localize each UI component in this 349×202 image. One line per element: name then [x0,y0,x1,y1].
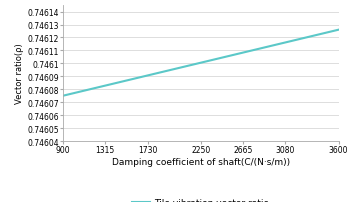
Legend: Tile vibration vector ratio: Tile vibration vector ratio [132,198,269,202]
Tile vibration vector ratio [230,55,234,57]
X-axis label: Damping coefficient of shaft(C/(N·s/m)): Damping coefficient of shaft(C/(N·s/m)) [112,157,290,166]
Line: Tile vibration vector ratio: Tile vibration vector ratio [63,31,339,96]
Tile vibration vector ratio [293,40,297,42]
Tile vibration vector ratio [61,95,65,98]
Tile vibration vector ratio [336,29,341,32]
Tile vibration vector ratio [62,95,66,97]
Tile vibration vector ratio [225,56,229,58]
Y-axis label: Vector ratio(ρ): Vector ratio(ρ) [15,43,24,104]
Tile vibration vector ratio [311,36,315,38]
Tile vibration vector ratio [224,56,228,59]
